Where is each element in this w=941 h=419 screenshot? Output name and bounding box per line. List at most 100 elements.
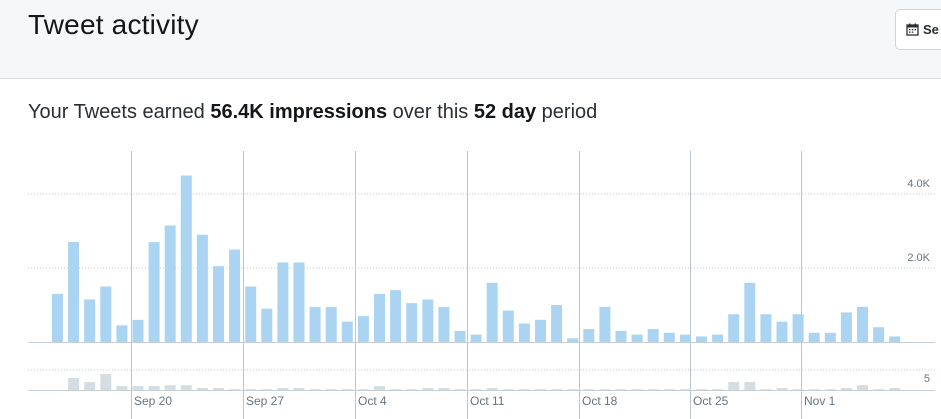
engagement-tick-label: 5 bbox=[924, 373, 930, 385]
impressions-bar bbox=[518, 323, 530, 342]
impressions-bar bbox=[792, 314, 804, 342]
engagement-bar bbox=[84, 382, 96, 390]
date-range-button[interactable]: Se bbox=[895, 9, 941, 50]
engagement-bar bbox=[277, 388, 289, 390]
engagement-bar bbox=[486, 388, 498, 390]
engagement-bar bbox=[293, 388, 305, 390]
impressions-chart-svg: 4.0K 2.0K 5 Sep 20 Sep 27 Oct 4 Oct 11 Oct 18 Oc… bbox=[28, 151, 935, 419]
engagement-bar bbox=[180, 385, 192, 390]
impressions-bar bbox=[180, 175, 192, 342]
impressions-bar bbox=[857, 306, 868, 342]
engagement-bar bbox=[631, 389, 643, 390]
calendar-icon bbox=[906, 23, 919, 36]
engagement-bar bbox=[760, 389, 772, 390]
engagement-bar bbox=[116, 386, 128, 390]
impressions-bar bbox=[68, 242, 80, 342]
engagement-bar bbox=[663, 389, 675, 390]
impressions-bar bbox=[293, 262, 305, 342]
x-tick-label: Oct 25 bbox=[693, 394, 729, 408]
impressions-bar bbox=[164, 225, 176, 342]
engagement-bar bbox=[406, 389, 418, 390]
engagement-bar bbox=[148, 386, 160, 390]
engagement-bar bbox=[454, 389, 466, 390]
engagement-bar bbox=[229, 389, 241, 390]
impressions-bar bbox=[100, 286, 112, 342]
engagement-bar bbox=[325, 389, 337, 390]
impressions-bar bbox=[551, 305, 563, 342]
engagement-bar bbox=[840, 388, 852, 390]
engagement-bar bbox=[502, 389, 514, 390]
engagement-bar bbox=[309, 389, 321, 390]
x-tick-label: Sep 27 bbox=[246, 394, 284, 408]
impressions-bar bbox=[535, 319, 546, 342]
engagement-bar bbox=[824, 389, 836, 390]
impressions-summary: Your Tweets earned 56.4K impressions ove… bbox=[28, 101, 597, 124]
engagement-bar bbox=[390, 389, 402, 390]
y-tick-label: 4.0K bbox=[907, 178, 930, 190]
impressions-bar bbox=[663, 332, 675, 342]
summary-impressions: 56.4K impressions bbox=[210, 101, 388, 123]
impressions-bar bbox=[728, 314, 740, 342]
date-range-button-label: Se bbox=[923, 22, 939, 37]
engagement-bar bbox=[470, 389, 482, 390]
x-tick-label: Oct 4 bbox=[358, 394, 387, 408]
impressions-bar bbox=[599, 306, 611, 342]
impressions-bar bbox=[84, 299, 96, 342]
engagement-bar bbox=[728, 382, 740, 390]
impressions-bar bbox=[357, 316, 369, 342]
impressions-bar bbox=[470, 334, 482, 342]
engagement-bar bbox=[647, 389, 659, 390]
impressions-bar bbox=[744, 282, 756, 342]
page-title: Tweet activity bbox=[28, 9, 199, 40]
engagement-bar bbox=[213, 388, 224, 390]
impressions-bar bbox=[196, 234, 208, 342]
engagement-bar bbox=[599, 389, 611, 390]
impressions-bar bbox=[229, 249, 241, 342]
engagement-bar bbox=[518, 389, 530, 390]
engagement-bar bbox=[438, 388, 450, 390]
engagement-bar bbox=[422, 388, 434, 390]
x-tick-label: Oct 18 bbox=[582, 394, 618, 408]
engagement-bar bbox=[583, 389, 595, 390]
impressions-bar bbox=[132, 319, 144, 342]
engagement-bar bbox=[679, 389, 691, 390]
impressions-bar bbox=[277, 262, 289, 342]
impressions-bar bbox=[422, 299, 434, 342]
impressions-bar bbox=[776, 321, 788, 342]
summary-middle: over this bbox=[392, 101, 469, 123]
x-tick-label: Oct 11 bbox=[470, 394, 505, 408]
impressions-bar bbox=[438, 306, 450, 342]
impressions-bar bbox=[647, 329, 659, 342]
engagement-bar bbox=[535, 389, 546, 390]
impressions-bar bbox=[148, 242, 160, 342]
impressions-bar bbox=[116, 325, 128, 342]
impressions-bar bbox=[889, 336, 901, 342]
impressions-bar bbox=[808, 332, 820, 342]
impressions-bar bbox=[615, 330, 627, 342]
impressions-bar bbox=[583, 329, 595, 342]
impressions-bar bbox=[631, 334, 643, 342]
x-tick-label: Sep 20 bbox=[134, 394, 172, 408]
impressions-bar bbox=[696, 336, 707, 342]
impressions-bar bbox=[406, 303, 418, 342]
engagement-bar bbox=[615, 389, 627, 390]
engagement-bar bbox=[341, 389, 353, 390]
impressions-bar bbox=[213, 266, 224, 342]
engagement-bar bbox=[808, 389, 820, 390]
engagement-bar bbox=[196, 388, 208, 390]
impressions-bar bbox=[309, 306, 321, 342]
impressions-bar bbox=[840, 312, 852, 342]
engagement-bar bbox=[712, 389, 724, 390]
y-tick-label: 2.0K bbox=[907, 252, 930, 264]
impressions-bar bbox=[390, 290, 402, 342]
impressions-bar bbox=[52, 293, 63, 342]
impressions-bar bbox=[341, 321, 353, 342]
impressions-bar bbox=[245, 286, 257, 342]
engagement-bar bbox=[792, 389, 804, 390]
engagement-bar bbox=[551, 389, 563, 390]
engagement-bar bbox=[696, 389, 707, 390]
page-header: Tweet activity Se bbox=[0, 0, 941, 79]
engagement-bar bbox=[889, 388, 901, 390]
impressions-bar bbox=[873, 327, 885, 342]
engagement-bar bbox=[567, 389, 579, 390]
